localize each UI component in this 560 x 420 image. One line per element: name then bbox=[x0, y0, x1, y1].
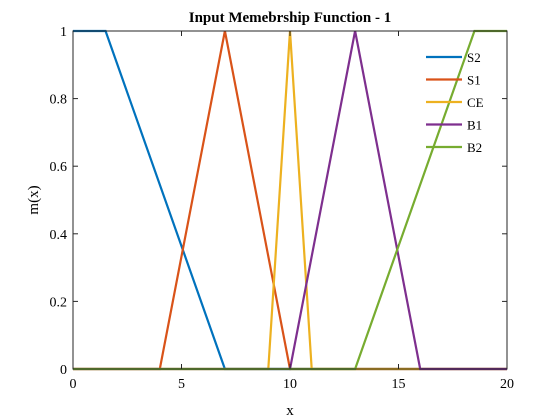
y-tick-label: 0.8 bbox=[50, 93, 68, 108]
plot-lines bbox=[73, 29, 507, 371]
series-line-b1 bbox=[73, 30, 507, 371]
y-axis-label: m(x) bbox=[26, 185, 42, 214]
legend: S2 S1 CE B1 B2 bbox=[426, 50, 484, 155]
y-tick-label: 0.2 bbox=[50, 295, 68, 310]
x-tick-label: 10 bbox=[283, 377, 297, 392]
x-tick-label: 0 bbox=[70, 377, 77, 392]
series-line-ce bbox=[73, 30, 507, 371]
legend-label-b2: B2 bbox=[467, 140, 482, 155]
y-tick-label: 1 bbox=[60, 25, 67, 40]
y-tick-label: 0.4 bbox=[50, 228, 68, 243]
legend-label-b1: B1 bbox=[467, 118, 482, 133]
x-axis-label: x bbox=[286, 403, 294, 419]
y-tick-label: 0 bbox=[60, 363, 67, 378]
plot-frame bbox=[72, 30, 508, 370]
legend-label-ce: CE bbox=[467, 95, 484, 110]
x-tick-label: 5 bbox=[178, 377, 185, 392]
x-tick-label: 15 bbox=[392, 377, 406, 392]
series-line-s2 bbox=[73, 29, 507, 371]
chart-title: Input Memebrship Function - 1 bbox=[189, 10, 392, 26]
series-line-s1 bbox=[73, 30, 507, 371]
legend-label-s1: S1 bbox=[467, 73, 481, 88]
x-tick-label: 20 bbox=[500, 377, 514, 392]
y-tick-label: 0.6 bbox=[50, 160, 68, 175]
tick-labels: 0 5 10 15 20 0 0.2 0.4 0.6 0.8 1 bbox=[50, 25, 515, 392]
legend-label-s2: S2 bbox=[467, 50, 481, 65]
ticks bbox=[72, 30, 508, 370]
series-line-b2 bbox=[73, 29, 507, 371]
